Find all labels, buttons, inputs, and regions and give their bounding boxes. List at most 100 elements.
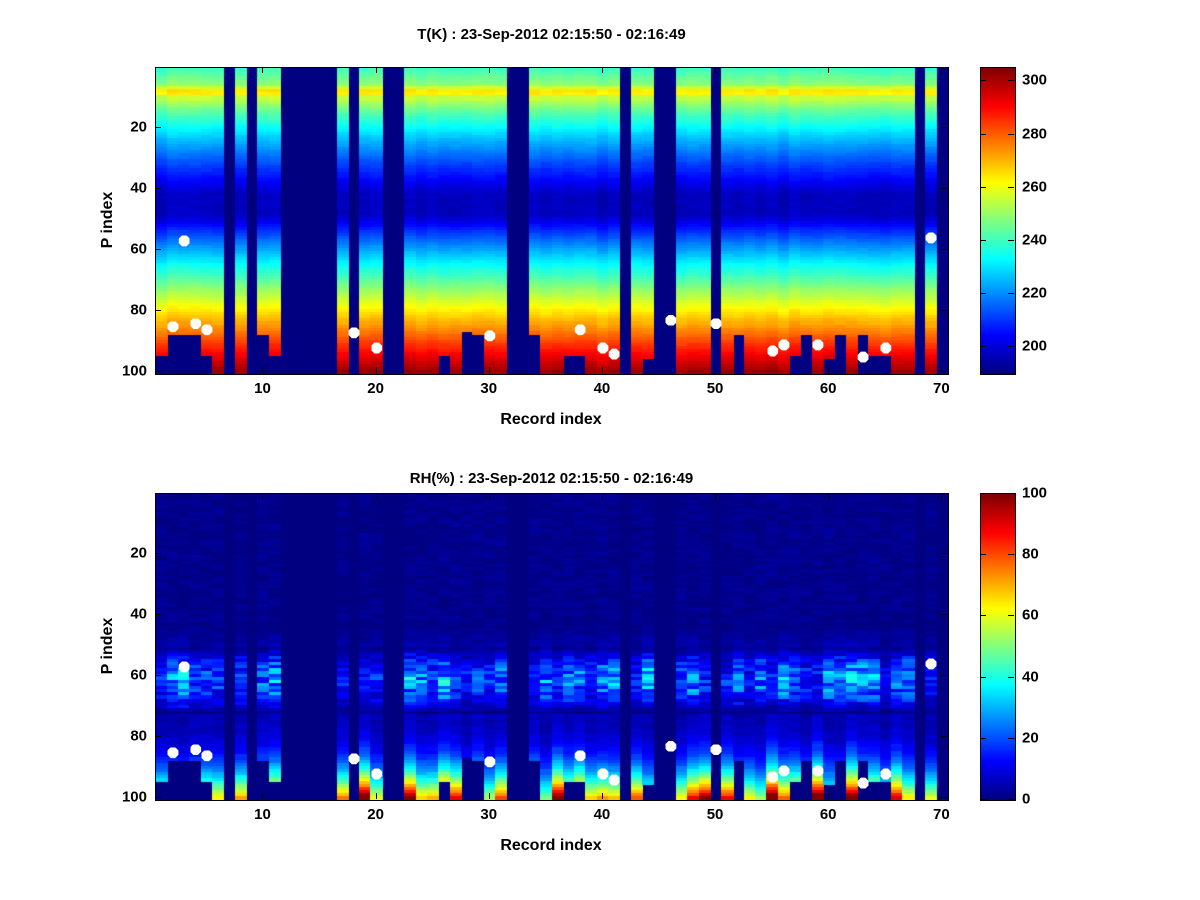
y-tick-mark (155, 310, 161, 312)
colorbar-tick-mark (980, 133, 986, 135)
colorbar-tick-mark (980, 80, 986, 82)
y-tick-mark (155, 797, 161, 799)
colorbar-tick-mark (980, 346, 986, 348)
y-tick-mark-right (941, 675, 947, 677)
y-tick-label: 100 (121, 362, 147, 380)
x-tick-mark-top (375, 67, 377, 73)
colorbar-tick-mark (980, 615, 986, 617)
x-tick-mark (941, 793, 943, 799)
x-tick-mark (375, 367, 377, 373)
y-tick-mark-right (941, 310, 947, 312)
x-tick-label: 30 (480, 380, 498, 397)
y-tick-mark (155, 126, 161, 128)
y-tick-mark-right (941, 613, 947, 615)
x-tick-mark (375, 793, 377, 799)
x-tick-mark-top (828, 67, 830, 73)
colorbar-tick-mark-right (1008, 186, 1014, 188)
colorbar-tick-mark-right (1008, 799, 1014, 800)
colorbar-tick-mark (980, 799, 986, 800)
y-tick-label: 40 (130, 179, 147, 197)
x-tick-mark-top (601, 67, 603, 73)
x-tick-mark (715, 793, 717, 799)
y-tick-label: 100 (121, 788, 147, 806)
temperature-heatmap-axes[interactable] (155, 67, 949, 375)
colorbar-tick-mark (980, 186, 986, 188)
x-tick-label: 50 (706, 806, 724, 823)
temperature-colorbar[interactable] (980, 67, 1016, 375)
temperature-yaxis-label: P index (99, 191, 116, 249)
colorbar-tick-mark-right (1008, 293, 1014, 295)
humidity-colorbar[interactable] (980, 493, 1016, 801)
x-tick-mark-top (941, 493, 943, 499)
x-tick-mark-top (715, 67, 717, 73)
colorbar-tick-mark-right (1008, 493, 1014, 494)
colorbar-tick-mark-right (1008, 239, 1014, 241)
x-tick-label: 30 (480, 806, 498, 823)
y-tick-mark (155, 371, 161, 373)
colorbar-tick-mark-right (1008, 133, 1014, 135)
colorbar-tick-mark (980, 676, 986, 678)
x-tick-label: 20 (367, 806, 384, 823)
colorbar-tick-mark-right (1008, 346, 1014, 348)
colorbar-tick-mark (980, 737, 986, 739)
colorbar-tick-label: 100 (1022, 484, 1048, 502)
x-tick-label: 50 (706, 380, 724, 397)
y-tick-mark (155, 613, 161, 615)
x-tick-label: 10 (254, 806, 271, 823)
x-tick-mark (488, 793, 490, 799)
relative-humidity-panel: RH(%) : 23-Sep-2012 02:15:50 - 02:16:49 … (0, 450, 1200, 900)
y-tick-mark (155, 675, 161, 677)
y-tick-mark-right (941, 249, 947, 251)
colorbar-tick-label: 80 (1022, 545, 1039, 563)
colorbar-tick-mark-right (1008, 554, 1014, 556)
colorbar-tick-label: 20 (1022, 729, 1039, 747)
colorbar-tick-mark-right (1008, 676, 1014, 678)
x-tick-label: 70 (932, 380, 950, 397)
colorbar-tick-mark (980, 554, 986, 556)
x-tick-mark (601, 793, 603, 799)
temperature-plot-title: T(K) : 23-Sep-2012 02:15:50 - 02:16:49 (417, 26, 686, 43)
colorbar-tick-mark (980, 293, 986, 295)
x-tick-mark-top (941, 67, 943, 73)
x-tick-label: 10 (254, 380, 271, 397)
colorbar-tick-label: 220 (1022, 284, 1048, 302)
x-tick-mark (828, 793, 830, 799)
humidity-heatmap-axes[interactable] (155, 493, 949, 801)
colorbar-tick-mark (980, 493, 986, 494)
x-tick-label: 40 (593, 380, 611, 397)
colorbar-tick-label: 60 (1022, 606, 1039, 624)
x-tick-mark-top (375, 493, 377, 499)
x-tick-label: 70 (932, 806, 950, 823)
y-tick-label: 20 (130, 118, 147, 136)
y-tick-mark-right (941, 371, 947, 373)
x-tick-label: 20 (367, 380, 384, 397)
colorbar-tick-mark-right (1008, 80, 1014, 82)
x-tick-mark (941, 367, 943, 373)
y-tick-label: 60 (130, 666, 147, 684)
y-tick-label: 80 (130, 301, 147, 319)
x-tick-mark (601, 367, 603, 373)
colorbar-tick-mark-right (1008, 615, 1014, 617)
x-tick-mark-top (715, 493, 717, 499)
temperature-xaxis-label: Record index (500, 411, 602, 428)
y-tick-mark-right (941, 187, 947, 189)
y-tick-label: 40 (130, 605, 147, 623)
colorbar-tick-label: 0 (1022, 790, 1031, 808)
colorbar-tick-label: 300 (1022, 71, 1048, 89)
x-tick-mark (828, 367, 830, 373)
y-tick-mark (155, 552, 161, 554)
colorbar-tick-label: 260 (1022, 178, 1048, 196)
x-tick-label: 60 (819, 380, 837, 397)
y-tick-label: 80 (130, 727, 147, 745)
x-tick-mark-top (828, 493, 830, 499)
y-tick-label: 60 (130, 240, 147, 258)
temperature-panel: T(K) : 23-Sep-2012 02:15:50 - 02:16:49 1… (99, 26, 1048, 428)
colorbar-tick-label: 240 (1022, 231, 1048, 249)
x-tick-mark (262, 367, 264, 373)
x-tick-label: 60 (819, 806, 837, 823)
x-tick-label: 40 (593, 806, 611, 823)
x-tick-mark (488, 367, 490, 373)
colorbar-tick-label: 40 (1022, 668, 1039, 686)
x-tick-mark-top (262, 67, 264, 73)
